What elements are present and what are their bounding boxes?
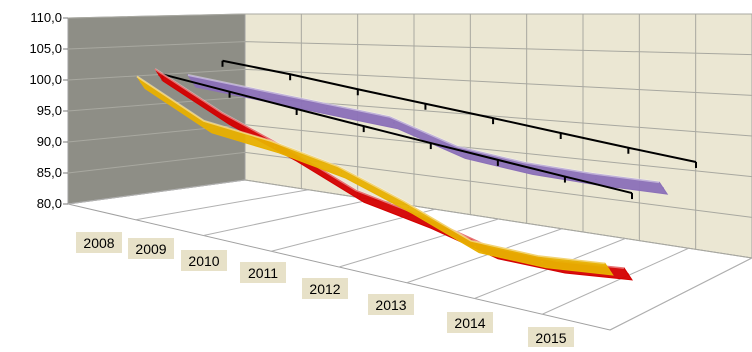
data-point: [273, 146, 276, 148]
data-point: [541, 260, 543, 263]
x-tick-label: 2015: [535, 330, 566, 346]
data-point: [595, 178, 597, 181]
floor-line: [135, 189, 309, 221]
y-tick-label: 95,0: [37, 103, 62, 118]
x-tick-label-box: [240, 262, 286, 283]
x-tick-label: 2012: [309, 281, 340, 297]
x-axis: 2008 2009 2010 2011 2012 2013 2014 2015: [76, 232, 574, 348]
x-tick-label: 2008: [83, 235, 114, 251]
data-point: [225, 117, 227, 120]
data-point: [340, 171, 343, 173]
series-line: [162, 73, 633, 195]
data-point: [662, 187, 664, 189]
x-tick-label: 2010: [188, 253, 219, 269]
x-tick-label-box: [181, 250, 227, 271]
series-ribbon: [186, 74, 669, 195]
x-tick-label-box: [76, 232, 122, 253]
floor-line: [67, 179, 246, 205]
series-ribbon: [136, 76, 614, 276]
data-point: [627, 273, 629, 275]
y-tick-label: 100,0: [29, 72, 62, 87]
y-tick-label: 80,0: [37, 196, 62, 211]
x-tick-label-box: [528, 327, 574, 348]
data-point: [158, 74, 160, 76]
x-tick-label: 2014: [454, 315, 485, 331]
floor-line: [203, 199, 372, 236]
x-tick-label-box: [447, 312, 493, 333]
y-axis: 80,0 85,0 90,0 95,0 100,0 105,0 110,0: [29, 10, 68, 211]
data-point: [407, 206, 410, 209]
series-ribbon-edge: [136, 75, 605, 265]
data-point: [474, 245, 476, 248]
y-tick-label: 105,0: [29, 41, 62, 56]
series-layer: [136, 59, 697, 281]
y-tick-label: 90,0: [37, 134, 62, 149]
series-ribbon-edge: [187, 74, 660, 184]
floor-line: [609, 257, 752, 331]
data-point: [393, 122, 395, 124]
data-point: [460, 151, 463, 154]
x-tick-label-box: [302, 278, 348, 299]
x-tick-label: 2011: [248, 265, 278, 281]
floor-line: [406, 228, 563, 284]
series-line: [222, 59, 697, 163]
y-tick-label: 85,0: [37, 165, 62, 180]
data-point: [325, 108, 328, 110]
y-tick-label: 110,0: [30, 10, 62, 25]
data-point: [258, 94, 261, 96]
data-point: [608, 268, 610, 270]
floor-line: [542, 247, 689, 315]
x-tick-label: 2009: [135, 241, 166, 257]
data-point: [207, 126, 209, 128]
data-point: [140, 81, 142, 84]
x-tick-label: 2013: [375, 297, 406, 313]
x-tick-label-box: [368, 294, 414, 315]
data-point: [359, 195, 361, 198]
floor-line: [338, 218, 499, 268]
x-tick-label-box: [128, 238, 174, 259]
